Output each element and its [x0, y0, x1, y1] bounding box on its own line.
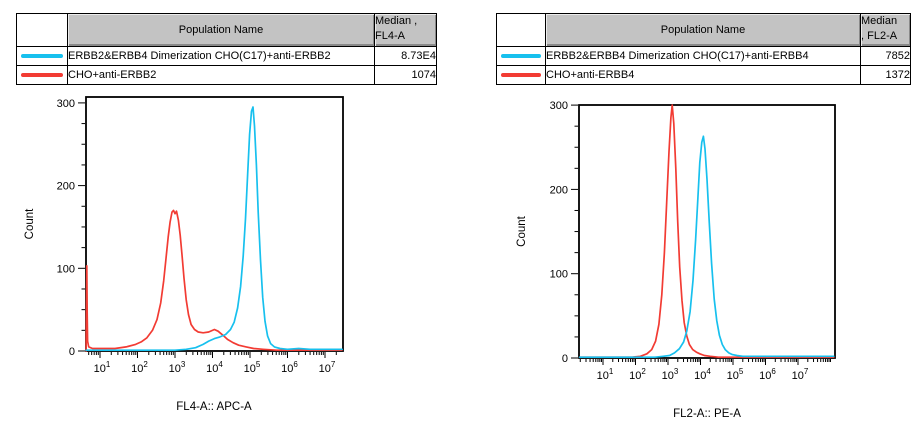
legend-table-fl2: Population Name Median , FL2-A ERBB2&ERBB4 …: [496, 13, 911, 85]
table-row: CHO+anti-ERBB4 1372: [496, 65, 911, 85]
x-tick-label: 106: [281, 360, 298, 375]
median-value-cell: 1372: [860, 65, 911, 85]
median-header-line: Median ,: [375, 15, 418, 27]
series-color-swatch-red: [501, 73, 541, 77]
x-tick-label: 103: [169, 360, 186, 375]
x-tick-label: 102: [629, 367, 646, 382]
x-tick-label: 102: [131, 360, 148, 375]
y-tick-label: 200: [57, 181, 75, 193]
y-axis-title: Count: [24, 208, 36, 239]
median-value-cell: 8.73E4: [374, 46, 437, 66]
median-value-cell: 7852: [860, 46, 911, 66]
population-name-cell: CHO+anti-ERBB2: [67, 65, 375, 85]
table-row: ERBB2&ERBB4 Dimerization CHO(C17)+anti-E…: [16, 46, 437, 66]
series-curve-cyan: [85, 106, 344, 352]
series-swatch-cell: [16, 46, 68, 66]
y-axis-ticks: [571, 104, 578, 359]
population-name-cell: ERBB2&ERBB4 Dimerization CHO(C17)+anti-E…: [545, 46, 861, 66]
plot-frame: [578, 104, 836, 359]
median-header-line: FL4-A: [375, 30, 405, 42]
x-tick-label: 106: [759, 367, 776, 382]
series-color-swatch-red: [21, 73, 63, 77]
series-swatch-cell: [496, 46, 546, 66]
y-axis-title: Count: [516, 215, 528, 246]
x-tick-label: 105: [727, 367, 744, 382]
y-axis-ticks: [78, 102, 85, 352]
x-tick-label: 105: [244, 360, 261, 375]
median-header: Median , FL4-A: [374, 13, 437, 47]
x-tick-label: 101: [94, 360, 111, 375]
x-tick-label: 104: [694, 367, 711, 382]
y-tick-label: 300: [550, 100, 568, 112]
y-tick-label: 300: [57, 98, 75, 110]
x-tick-label: 107: [319, 360, 336, 375]
legend-header-row: Population Name Median , FL4-A: [16, 13, 437, 47]
x-tick-label: 107: [792, 367, 809, 382]
population-name-header: Population Name: [67, 13, 375, 47]
series-curve-red: [85, 209, 343, 352]
x-axis-ticks: [88, 352, 337, 358]
series-color-swatch-cyan: [501, 54, 541, 58]
legend-corner-cell: [16, 13, 68, 47]
series-curve-cyan: [578, 135, 835, 359]
plot-frame: [85, 96, 344, 352]
median-header-line: , FL2-A: [861, 30, 898, 42]
median-value-cell: 1074: [374, 65, 437, 85]
x-axis-title: FL2-A:: PE-A: [673, 408, 741, 420]
median-header-line: Median: [861, 15, 898, 27]
x-tick-label: 103: [662, 367, 679, 382]
legend-header-row: Population Name Median , FL2-A: [496, 13, 911, 47]
y-tick-label: 200: [550, 184, 568, 196]
table-row: CHO+anti-ERBB2 1074: [16, 65, 437, 85]
population-name-cell: ERBB2&ERBB4 Dimerization CHO(C17)+anti-E…: [67, 46, 375, 66]
legend-table-fl4: Population Name Median , FL4-A ERBB2&ERBB4 …: [16, 13, 437, 85]
series-swatch-cell: [16, 65, 68, 85]
y-tick-label: 0: [562, 353, 568, 365]
y-tick-label: 100: [57, 263, 75, 275]
y-tick-label: 100: [550, 269, 568, 281]
x-tick-label: 104: [206, 360, 223, 375]
y-tick-label: 0: [69, 346, 75, 358]
legend-corner-cell: [496, 13, 546, 47]
x-axis-title: FL4-A:: APC-A: [176, 401, 252, 413]
series-swatch-cell: [496, 65, 546, 85]
median-header: Median , FL2-A: [860, 13, 911, 47]
population-name-header: Population Name: [545, 13, 861, 47]
x-axis-ticks: [579, 359, 832, 365]
table-row: ERBB2&ERBB4 Dimerization CHO(C17)+anti-E…: [496, 46, 911, 66]
series-curve-red: [578, 104, 835, 359]
series-color-swatch-cyan: [21, 54, 63, 58]
population-name-cell: CHO+anti-ERBB4: [545, 65, 861, 85]
x-tick-label: 101: [597, 367, 614, 382]
